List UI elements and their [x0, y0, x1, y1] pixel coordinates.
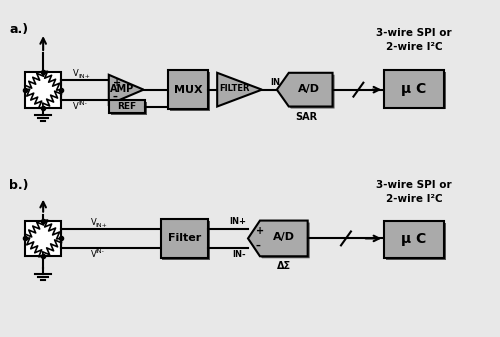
Text: Filter: Filter — [168, 234, 201, 243]
Bar — [386, 72, 446, 110]
Text: V: V — [73, 101, 78, 111]
Bar — [111, 101, 146, 116]
Text: 3-wire SPI or
2-wire I²C: 3-wire SPI or 2-wire I²C — [376, 180, 452, 204]
Text: ΔΣ: ΔΣ — [276, 261, 291, 271]
Text: IN-: IN- — [96, 249, 104, 254]
Bar — [109, 99, 144, 114]
Text: FILTER: FILTER — [219, 84, 250, 93]
Text: –: – — [113, 91, 117, 101]
Text: V: V — [91, 217, 96, 226]
Text: IN+: IN+ — [229, 217, 246, 225]
Bar — [26, 221, 61, 256]
Text: IN: IN — [270, 78, 280, 87]
Text: A/D: A/D — [273, 233, 295, 242]
Polygon shape — [279, 75, 334, 109]
Text: AMP: AMP — [110, 84, 134, 94]
Text: IN-: IN- — [78, 100, 87, 105]
Polygon shape — [277, 73, 332, 106]
Text: A/D: A/D — [298, 84, 320, 94]
Text: a.): a.) — [10, 23, 29, 36]
Text: IN+: IN+ — [78, 74, 90, 79]
Text: b.): b.) — [10, 179, 29, 192]
Text: 3-wire SPI or
2-wire I²C: 3-wire SPI or 2-wire I²C — [376, 28, 452, 52]
Text: +: + — [113, 78, 121, 88]
Text: V: V — [91, 250, 96, 259]
Bar — [386, 222, 446, 260]
Bar — [26, 72, 61, 108]
Polygon shape — [248, 221, 308, 256]
Bar — [168, 70, 208, 110]
Text: V: V — [73, 69, 78, 78]
Polygon shape — [109, 75, 144, 104]
Text: –: – — [256, 241, 261, 251]
Bar — [384, 70, 444, 108]
Bar — [160, 219, 208, 258]
Bar — [384, 221, 444, 258]
Text: μ C: μ C — [402, 233, 426, 246]
Text: REF: REF — [117, 102, 136, 111]
Text: SAR: SAR — [296, 113, 318, 122]
Text: IN+: IN+ — [96, 222, 108, 227]
Bar — [162, 221, 210, 260]
Bar — [170, 72, 210, 112]
Polygon shape — [250, 222, 310, 258]
Text: IN-: IN- — [232, 250, 246, 259]
Text: +: + — [256, 226, 264, 236]
Polygon shape — [217, 73, 262, 106]
Text: μ C: μ C — [402, 82, 426, 96]
Text: MUX: MUX — [174, 85, 203, 95]
